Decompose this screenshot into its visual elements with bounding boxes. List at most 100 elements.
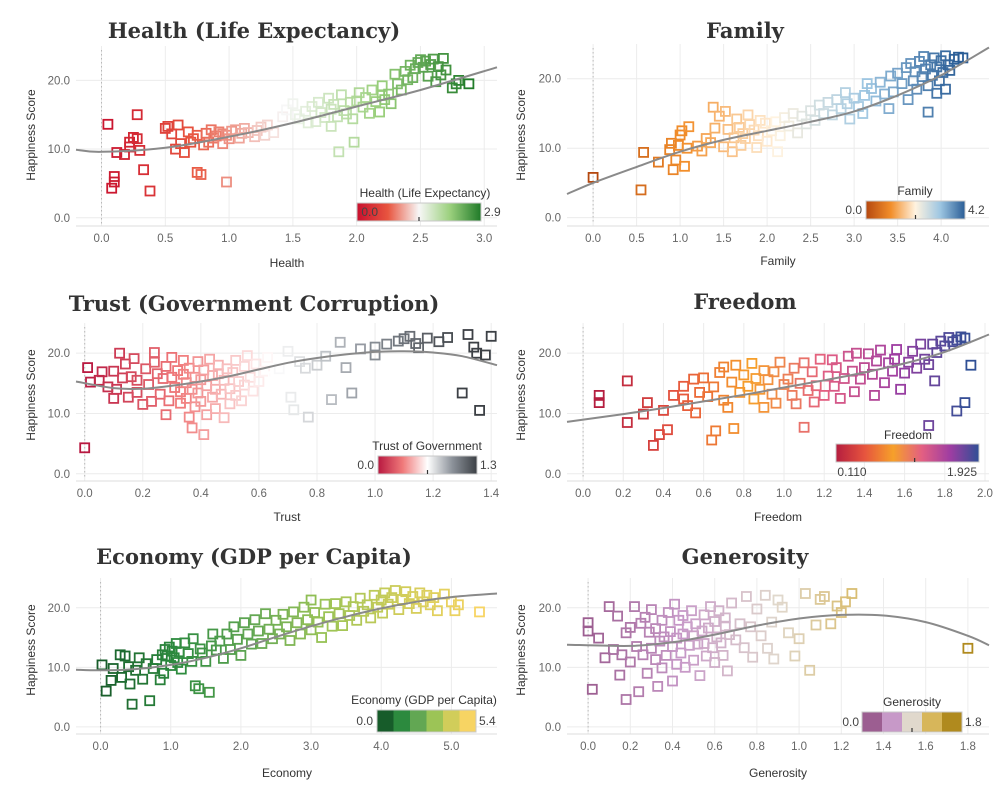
data-point[interactable]	[122, 391, 134, 403]
data-point[interactable]	[922, 106, 934, 118]
data-point[interactable]	[456, 387, 468, 399]
data-point[interactable]	[667, 164, 679, 176]
data-point[interactable]	[830, 362, 842, 374]
data-point[interactable]	[870, 95, 882, 107]
data-point[interactable]	[288, 404, 300, 416]
data-point[interactable]	[133, 652, 145, 664]
data-point[interactable]	[159, 123, 171, 134]
data-point[interactable]	[660, 650, 672, 661]
data-point[interactable]	[624, 622, 636, 633]
data-point[interactable]	[844, 113, 856, 125]
data-point[interactable]	[686, 605, 697, 617]
data-point[interactable]	[125, 371, 137, 383]
data-point[interactable]	[700, 650, 712, 662]
data-point[interactable]	[709, 122, 721, 134]
data-point[interactable]	[694, 670, 706, 681]
data-point[interactable]	[825, 618, 837, 630]
data-point[interactable]	[774, 356, 786, 368]
data-point[interactable]	[770, 397, 782, 409]
data-point[interactable]	[918, 51, 930, 62]
data-point[interactable]	[326, 620, 338, 632]
data-point[interactable]	[624, 656, 636, 668]
data-point[interactable]	[218, 374, 230, 386]
data-point[interactable]	[593, 632, 604, 644]
data-point[interactable]	[231, 633, 243, 645]
data-point[interactable]	[669, 598, 680, 610]
data-point[interactable]	[347, 601, 359, 612]
data-point[interactable]	[751, 603, 763, 615]
data-point[interactable]	[635, 184, 647, 196]
data-point[interactable]	[718, 361, 730, 373]
data-point[interactable]	[250, 358, 262, 370]
data-point[interactable]	[734, 386, 746, 398]
data-point[interactable]	[106, 182, 118, 194]
data-point[interactable]	[648, 439, 659, 451]
data-point[interactable]	[117, 372, 128, 384]
data-point[interactable]	[593, 397, 605, 409]
data-point[interactable]	[726, 376, 738, 388]
data-point[interactable]	[683, 121, 695, 133]
data-point[interactable]	[840, 87, 851, 98]
data-point[interactable]	[326, 394, 337, 406]
data-point[interactable]	[335, 89, 347, 101]
data-point[interactable]	[203, 686, 215, 698]
data-point[interactable]	[748, 393, 760, 405]
data-point[interactable]	[262, 351, 274, 363]
data-point[interactable]	[722, 401, 734, 413]
data-point[interactable]	[818, 389, 830, 401]
data-point[interactable]	[351, 614, 363, 626]
data-point[interactable]	[201, 380, 213, 392]
data-point[interactable]	[154, 388, 166, 400]
data-point[interactable]	[392, 335, 404, 347]
data-point[interactable]	[175, 386, 186, 398]
data-point[interactable]	[851, 347, 862, 359]
data-point[interactable]	[621, 417, 633, 428]
data-point[interactable]	[762, 642, 773, 654]
data-point[interactable]	[708, 381, 720, 393]
data-point[interactable]	[215, 388, 227, 400]
data-point[interactable]	[198, 429, 210, 441]
data-point[interactable]	[951, 405, 963, 417]
data-point[interactable]	[221, 176, 232, 188]
data-point[interactable]	[131, 374, 143, 386]
data-point[interactable]	[738, 642, 750, 654]
data-point[interactable]	[236, 395, 247, 407]
data-point[interactable]	[108, 176, 120, 188]
data-point[interactable]	[768, 366, 780, 378]
data-point[interactable]	[260, 608, 271, 620]
data-point[interactable]	[120, 358, 131, 370]
data-point[interactable]	[328, 99, 340, 110]
data-point[interactable]	[603, 601, 615, 612]
data-point[interactable]	[224, 398, 236, 410]
data-point[interactable]	[709, 616, 721, 627]
data-point[interactable]	[929, 375, 941, 387]
data-point[interactable]	[869, 389, 880, 401]
data-point[interactable]	[879, 88, 890, 100]
data-point[interactable]	[808, 396, 820, 408]
data-point[interactable]	[195, 395, 207, 407]
data-point[interactable]	[166, 371, 178, 383]
data-point[interactable]	[277, 608, 289, 620]
data-point[interactable]	[389, 68, 401, 80]
data-point[interactable]	[385, 98, 397, 110]
data-point[interactable]	[238, 617, 250, 629]
data-point[interactable]	[187, 633, 199, 645]
data-point[interactable]	[126, 698, 138, 710]
data-point[interactable]	[703, 622, 714, 634]
data-point[interactable]	[662, 424, 673, 436]
data-point[interactable]	[235, 650, 247, 661]
data-point[interactable]	[119, 650, 131, 662]
data-point[interactable]	[621, 375, 633, 387]
data-point[interactable]	[192, 356, 204, 368]
data-point[interactable]	[923, 359, 935, 371]
data-point[interactable]	[750, 373, 762, 384]
data-point[interactable]	[242, 628, 254, 640]
data-point[interactable]	[742, 109, 754, 121]
data-point[interactable]	[653, 156, 664, 168]
data-point[interactable]	[186, 422, 198, 434]
data-point[interactable]	[389, 585, 401, 596]
data-point[interactable]	[247, 385, 259, 397]
data-point[interactable]	[612, 610, 623, 622]
data-point[interactable]	[650, 654, 661, 665]
data-point[interactable]	[346, 387, 358, 399]
